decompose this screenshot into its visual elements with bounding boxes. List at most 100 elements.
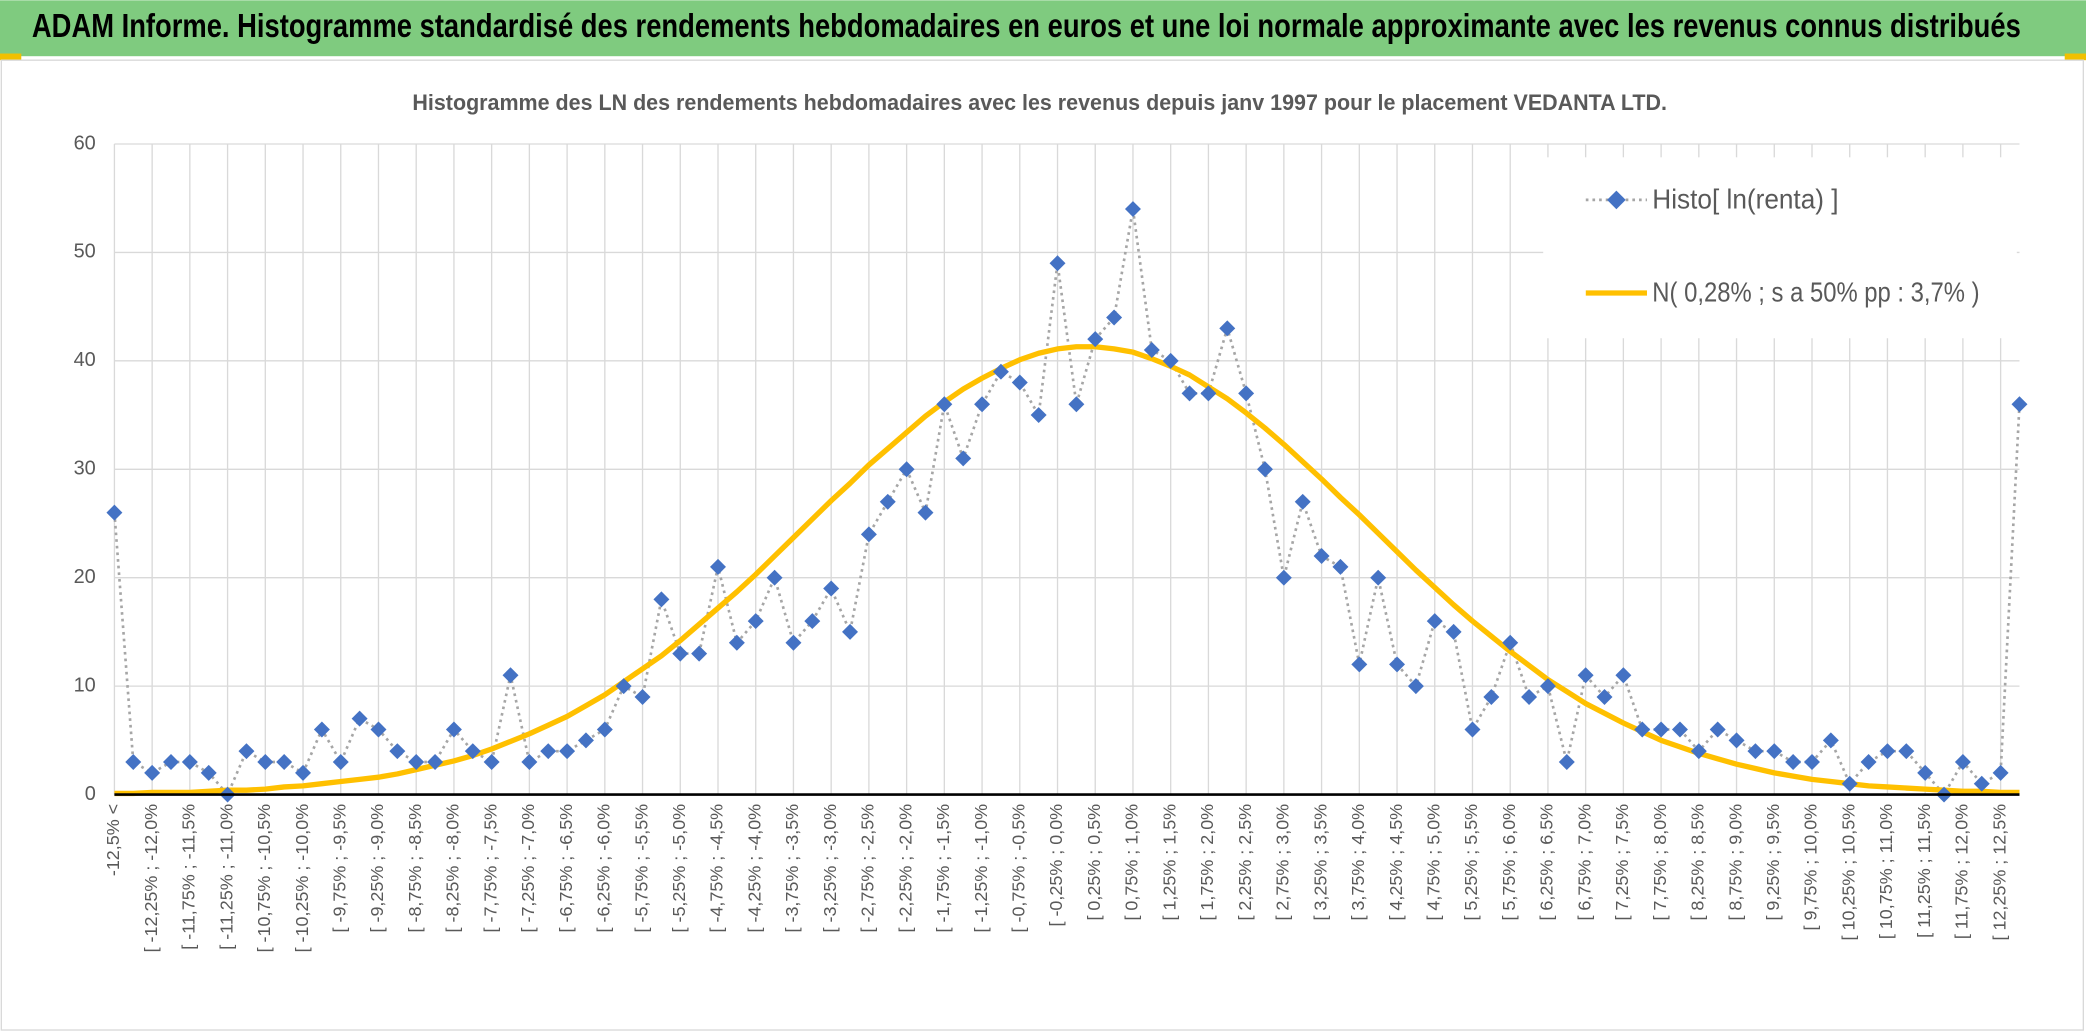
x-tick-label: [ -0,75% ; -0,5%: [1009, 804, 1029, 933]
data-point: [1219, 320, 1236, 337]
data-point: [577, 732, 594, 749]
data-point: [1275, 569, 1292, 586]
data-point: [483, 754, 500, 770]
data-point: [1502, 634, 1519, 651]
x-tick-label: [ -10,75% ; -10,5%: [254, 804, 274, 953]
data-point: [1030, 407, 1047, 424]
data-point: [295, 764, 312, 781]
x-tick-label: [ -4,75% ; -4,5%: [707, 804, 727, 933]
data-point: [1860, 754, 1877, 770]
x-tick-label: [ -0,25% ; 0,0%: [1046, 804, 1066, 927]
data-point: [427, 754, 444, 770]
y-tick-label: 10: [74, 674, 96, 696]
x-tick-label: [ 9,25% ; 9,5%: [1763, 804, 1783, 921]
data-point: [502, 667, 519, 684]
data-point: [634, 688, 651, 705]
data-point: [1200, 385, 1217, 402]
data-point: [540, 743, 557, 760]
data-point: [1596, 688, 1613, 705]
data-point: [1785, 754, 1802, 770]
x-tick-label: [ 3,75% ; 4,0%: [1348, 804, 1368, 921]
data-point: [332, 754, 349, 770]
x-tick-label: [ 10,25% ; 10,5%: [1838, 804, 1858, 941]
x-tick-label: [ 11,75% ; 12,0%: [1952, 804, 1972, 939]
data-point: [1370, 569, 1387, 586]
x-tick-label: [ -8,75% ; -8,5%: [405, 804, 425, 933]
data-point: [804, 613, 821, 630]
data-point: [596, 721, 613, 738]
x-tick-label: [ -11,75% ; -11,5%: [179, 804, 199, 950]
x-tick-label: [ 8,75% ; 9,0%: [1725, 804, 1745, 921]
x-tick-label: [ 11,25% ; 11,5%: [1914, 804, 1934, 938]
data-point: [1238, 385, 1255, 402]
y-tick-label: 40: [74, 349, 96, 371]
page-title: ADAM Informe. Histogramme standardisé de…: [32, 8, 2021, 45]
data-point: [1011, 374, 1028, 391]
data-point: [1709, 721, 1726, 738]
title-banner: [0, 0, 2086, 57]
data-point: [1747, 743, 1764, 760]
data-point: [1521, 688, 1538, 705]
data-point: [408, 754, 425, 770]
data-point: [1389, 656, 1406, 673]
x-tick-label: [ 5,25% ; 5,5%: [1461, 804, 1481, 921]
data-point: [1917, 764, 1934, 781]
x-tick-label: [ -6,75% ; -6,5%: [556, 804, 576, 933]
data-point: [1690, 743, 1707, 760]
data-point: [747, 613, 764, 630]
x-tick-label: [ 0,75% ; 1,0%: [1122, 804, 1142, 921]
data-point: [1671, 721, 1688, 738]
x-tick-label: [ -8,25% ; -8,0%: [443, 804, 463, 933]
data-point: [1181, 385, 1198, 402]
data-point: [313, 721, 330, 738]
x-tick-label: [ -7,25% ; -7,0%: [518, 804, 538, 933]
x-tick-label: [ -9,25% ; -9,0%: [367, 804, 387, 933]
data-point: [1332, 558, 1349, 575]
x-tick-label: [ 12,25% ; 12,5%: [1989, 804, 2009, 941]
data-point: [917, 504, 934, 521]
x-tick-label: [ -9,75% ; -9,5%: [329, 804, 349, 933]
x-tick-label: [ -11,25% ; -11,0%: [216, 804, 236, 950]
x-tick-label: [ 0,25% ; 0,5%: [1084, 804, 1104, 921]
data-point: [1351, 656, 1368, 673]
corner-accent: [2064, 53, 2086, 61]
y-tick-label: 60: [74, 132, 96, 154]
data-point: [898, 461, 915, 478]
data-point: [257, 754, 274, 770]
data-point: [1049, 255, 1066, 272]
data-point: [1313, 548, 1330, 564]
data-point: [653, 591, 670, 608]
legend-box: [1543, 157, 2017, 339]
data-point: [1973, 775, 1990, 792]
data-point: [1653, 721, 1670, 738]
data-point: [1728, 732, 1745, 749]
x-tick-label: [ 10,75% ; 11,0%: [1876, 804, 1896, 939]
data-point: [860, 526, 877, 543]
data-point: [445, 721, 462, 738]
x-tick-label: [ 7,25% ; 7,5%: [1612, 804, 1632, 921]
x-tick-label: [ 3,25% ; 3,5%: [1310, 804, 1330, 921]
x-tick-label: [ 4,25% ; 4,5%: [1386, 804, 1406, 921]
data-point: [1822, 732, 1839, 749]
data-point: [1804, 754, 1820, 770]
data-point: [1841, 775, 1858, 792]
x-tick-label: [ -5,25% ; -5,0%: [669, 804, 689, 933]
x-tick-label: [ 2,75% ; 3,0%: [1273, 804, 1293, 921]
data-point: [389, 743, 406, 760]
legend-swatch: [1607, 190, 1626, 210]
x-tick-label: [ 6,25% ; 6,5%: [1537, 804, 1557, 921]
x-tick-label: [ -1,25% ; -1,0%: [971, 804, 991, 933]
data-point: [1068, 396, 1085, 413]
y-tick-label: 30: [74, 458, 96, 480]
data-point: [464, 743, 481, 760]
x-tick-label: [ -7,75% ; -7,5%: [480, 804, 500, 933]
data-point: [1426, 613, 1443, 630]
x-tick-label: -12,5% <: [103, 804, 123, 876]
data-point: [1898, 743, 1915, 760]
data-point: [1954, 754, 1971, 770]
y-tick-label: 50: [74, 241, 96, 263]
x-tick-label: [ 9,75% ; 10,0%: [1801, 804, 1821, 931]
x-tick-label: [ -12,25% ; -12,0%: [141, 804, 161, 953]
data-point: [974, 396, 991, 413]
